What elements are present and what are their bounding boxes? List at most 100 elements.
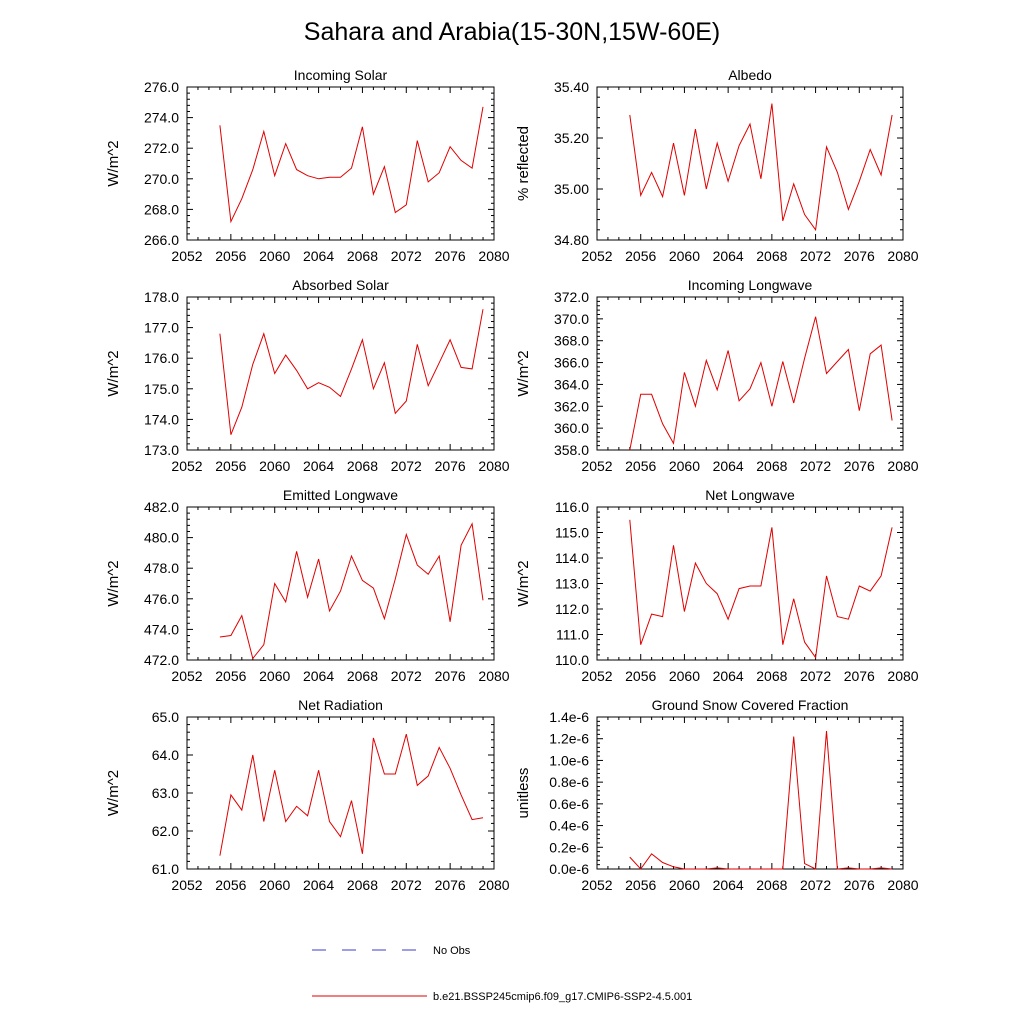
series-line [629, 103, 893, 232]
y-tick-label: 270.0 [144, 171, 179, 187]
series-line [219, 106, 484, 224]
x-tick-label: 2076 [844, 668, 875, 684]
x-tick-label: 2068 [756, 248, 787, 264]
y-tick-label: 34.80 [554, 232, 589, 248]
x-tick-label: 2080 [478, 877, 509, 893]
y-tick-label: 62.0 [152, 823, 179, 839]
y-tick-label: 176.0 [144, 350, 179, 366]
x-tick-label: 2064 [303, 877, 334, 893]
x-tick-label: 2052 [581, 668, 612, 684]
figure-title: Sahara and Arabia(15-30N,15W-60E) [304, 18, 720, 46]
legend: No Obs b.e21.BSSP245cmip6.f09_g17.CMIP6-… [312, 945, 692, 1003]
panels: Incoming Solar W/m^2 2052 2056 2060 2064 2068 2… [105, 67, 919, 893]
x-tick-label: 2068 [347, 458, 378, 474]
x-tick-label: 2076 [435, 877, 466, 893]
y-tick-label: 178.0 [144, 289, 179, 305]
panel-title: Incoming Longwave [688, 277, 813, 293]
plot-frame [596, 86, 904, 241]
y-tick-label: 61.0 [152, 861, 179, 877]
x-tick-label: 2060 [259, 877, 290, 893]
y-tick-label: 360.0 [554, 420, 589, 436]
y-tick-label: 175.0 [144, 381, 179, 397]
y-tick-label: 35.40 [554, 79, 589, 95]
y-axis-label: % reflected [515, 126, 532, 201]
x-tick-label: 2056 [215, 877, 246, 893]
y-tick-label: 35.20 [554, 130, 589, 146]
panel-title: Ground Snow Covered Fraction [652, 697, 849, 713]
series-line [219, 733, 484, 856]
x-tick-label: 2052 [581, 458, 612, 474]
x-tick-label: 2052 [581, 877, 612, 893]
y-tick-label: 116.0 [555, 499, 589, 515]
y-tick-label: 173.0 [144, 442, 179, 458]
x-tick-label: 2072 [391, 458, 422, 474]
panel-title: Absorbed Solar [292, 277, 389, 293]
y-tick-label: 0.4e-6 [549, 818, 589, 834]
y-tick-label: 35.00 [554, 181, 589, 197]
y-tick-label: 113.0 [555, 576, 589, 592]
y-tick-label: 358.0 [554, 442, 589, 458]
y-tick-label: 0.0e-6 [549, 861, 589, 877]
y-tick-label: 276.0 [144, 79, 179, 95]
y-tick-label: 274.0 [144, 110, 179, 126]
plot-frame [186, 506, 495, 661]
panel-3: Incoming Longwave W/m^2 2052 2056 2060 2064 20… [515, 277, 919, 474]
y-tick-label: 0.8e-6 [549, 774, 589, 790]
y-tick-label: 474.0 [144, 621, 179, 637]
series-line [219, 309, 484, 435]
panel-0: Incoming Solar W/m^2 2052 2056 2060 2064 2068 2… [105, 67, 510, 264]
y-tick-label: 63.0 [152, 785, 179, 801]
x-tick-label: 2072 [800, 248, 831, 264]
y-tick-label: 362.0 [554, 398, 589, 414]
x-tick-label: 2068 [347, 877, 378, 893]
series-line [629, 519, 893, 659]
y-axis-label: W/m^2 [105, 560, 122, 606]
x-tick-label: 2072 [391, 877, 422, 893]
y-axis-label: W/m^2 [105, 140, 122, 186]
x-tick-label: 2056 [215, 458, 246, 474]
x-tick-label: 2072 [800, 458, 831, 474]
x-tick-label: 2080 [887, 877, 918, 893]
x-tick-label: 2068 [756, 877, 787, 893]
y-tick-label: 364.0 [554, 376, 589, 392]
y-tick-label: 480.0 [144, 530, 179, 546]
panel-title: Net Radiation [298, 697, 383, 713]
y-axis-label: W/m^2 [515, 350, 532, 396]
x-tick-label: 2056 [625, 458, 656, 474]
y-tick-label: 366.0 [554, 355, 589, 371]
y-tick-label: 114.0 [555, 550, 589, 566]
x-tick-label: 2052 [171, 668, 202, 684]
x-tick-label: 2076 [435, 668, 466, 684]
x-tick-label: 2064 [713, 668, 744, 684]
y-tick-label: 472.0 [144, 652, 179, 668]
y-tick-label: 478.0 [144, 560, 179, 576]
x-tick-label: 2064 [713, 877, 744, 893]
y-tick-label: 1.4e-6 [549, 709, 589, 725]
x-tick-label: 2064 [713, 458, 744, 474]
x-tick-label: 2080 [887, 458, 918, 474]
x-tick-label: 2068 [756, 458, 787, 474]
series-line [629, 731, 893, 870]
x-tick-label: 2072 [391, 668, 422, 684]
y-tick-label: 174.0 [144, 411, 179, 427]
x-tick-label: 2056 [625, 877, 656, 893]
x-tick-label: 2052 [171, 248, 202, 264]
panel-title: Emitted Longwave [283, 487, 398, 503]
legend-label-model: b.e21.BSSP245cmip6.f09_g17.CMIP6-SSP2-4.… [433, 991, 692, 1003]
y-axis-label: W/m^2 [105, 350, 122, 396]
x-tick-label: 2060 [669, 458, 700, 474]
y-tick-label: 482.0 [144, 499, 179, 515]
y-axis-label: W/m^2 [515, 560, 532, 606]
y-tick-label: 0.2e-6 [549, 839, 589, 855]
x-tick-label: 2052 [171, 877, 202, 893]
y-tick-label: 272.0 [144, 140, 179, 156]
panel-5: Net Longwave W/m^2 2052 2056 2060 2064 2068 207… [515, 487, 919, 684]
x-tick-label: 2080 [478, 458, 509, 474]
x-tick-label: 2056 [215, 668, 246, 684]
panel-7: Ground Snow Covered Fraction unitless 2052… [515, 697, 919, 893]
y-tick-label: 65.0 [152, 709, 179, 725]
y-tick-label: 372.0 [554, 289, 589, 305]
x-tick-label: 2056 [625, 668, 656, 684]
panel-title: Net Longwave [705, 487, 795, 503]
